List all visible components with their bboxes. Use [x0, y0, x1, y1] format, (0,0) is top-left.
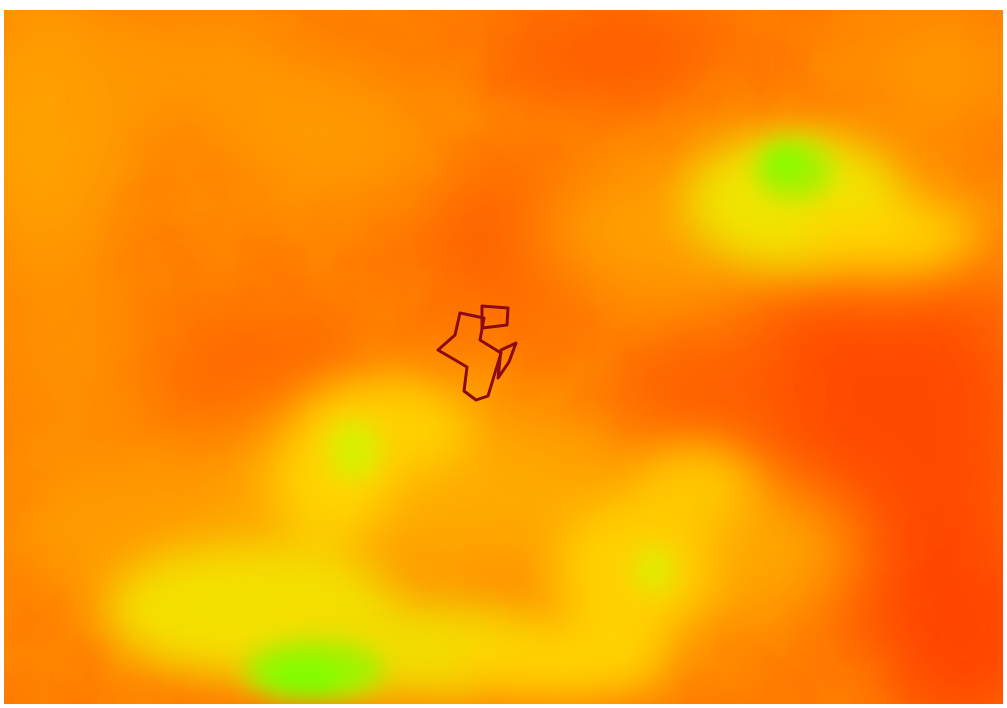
map-canvas[interactable] [4, 10, 1003, 704]
study-area-polygon-top[interactable] [480, 304, 510, 330]
study-area-polygon-main[interactable] [436, 311, 503, 402]
study-area-polygon-sliver[interactable] [496, 341, 518, 380]
elevation-raster [4, 10, 1003, 704]
peak-zones [244, 140, 834, 700]
study-area-overlay[interactable] [436, 304, 518, 402]
